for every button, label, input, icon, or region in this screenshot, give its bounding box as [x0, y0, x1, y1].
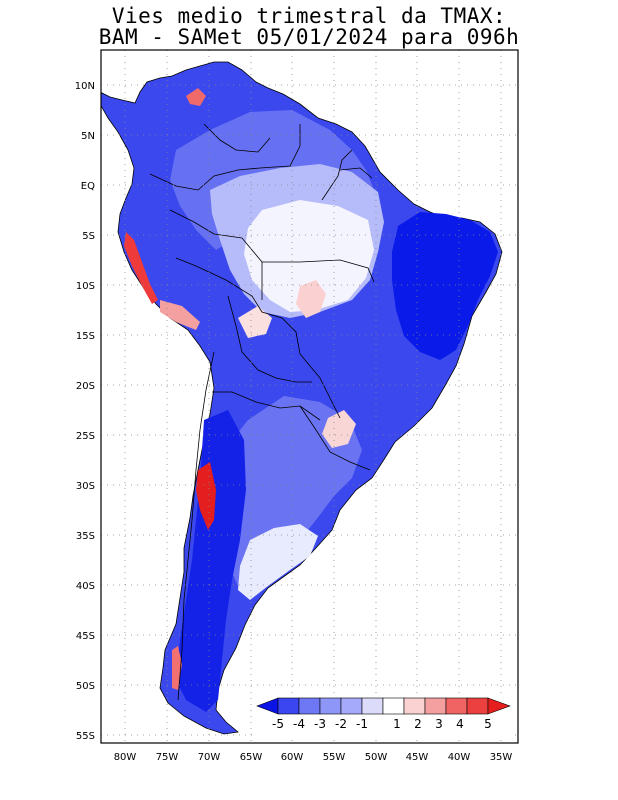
colorbar-label: 5 [484, 717, 492, 731]
colorbar-segment [277, 697, 300, 715]
colorbar-label: -1 [356, 717, 368, 731]
andes-warm-chile [196, 462, 216, 530]
lon-tick-label: 35W [490, 752, 513, 763]
colorbar-label: -4 [293, 717, 305, 731]
lat-tick-label: 15S [76, 331, 95, 342]
lat-tick-label: 30S [76, 481, 95, 492]
country-borders [149, 123, 375, 701]
andes-warm-peru [124, 232, 158, 304]
colorbar-segment [424, 697, 447, 715]
colorbar-segment [445, 697, 468, 715]
lon-tick-label: 65W [240, 752, 263, 763]
lon-tick-label: 55W [323, 752, 346, 763]
lat-tick-label: 10S [76, 281, 95, 292]
warm-patch-central [296, 280, 326, 318]
lat-tick-label: 5S [82, 231, 95, 242]
map-title-line-2: BAM - SAMet 05/01/2024 para 096h [98, 25, 520, 49]
colorbar-label: 2 [414, 717, 422, 731]
map-frame [100, 49, 519, 744]
lat-tick-label: 10N [75, 81, 95, 92]
lat-tick-label: 40S [76, 581, 95, 592]
map-title-line-1: Vies medio trimestral da TMAX: [111, 4, 507, 28]
lat-tick-label: 50S [76, 681, 95, 692]
lat-tick-label: 55S [76, 731, 95, 742]
colorbar-segment [466, 697, 489, 715]
colorbar-segment [340, 697, 363, 715]
lon-tick-label: 50W [365, 752, 388, 763]
colorbar-label: 4 [456, 717, 464, 731]
lat-tick-label: 25S [76, 431, 95, 442]
lat-tick-label: 5N [81, 131, 95, 142]
lon-tick-label: 75W [156, 752, 179, 763]
warm-patch-amazon [238, 306, 272, 338]
colorbar-label: -2 [335, 717, 347, 731]
colorbar-segment [487, 697, 511, 715]
colorbar-label: 3 [435, 717, 443, 731]
lat-tick-label: 45S [76, 631, 95, 642]
andes-warm-bolivia [160, 300, 200, 330]
strong-cold-northeast [392, 212, 498, 360]
colorbar-segment [319, 697, 342, 715]
lon-tick-label: 60W [281, 752, 304, 763]
lat-tick-label: 20S [76, 381, 95, 392]
colorbar-label: 1 [393, 717, 401, 731]
neutral-patagonia [238, 524, 318, 600]
colorbar-segment [382, 697, 405, 715]
colorbar: -5 -4 -3 -2 -1 1 2 3 4 5 [252, 693, 514, 737]
warm-patch-southeast [322, 410, 356, 448]
latitude-axis: 10N 5N EQ 5S 10S 15S 20S 25S 30S 35S 40S… [75, 81, 95, 742]
neutral-central [244, 200, 374, 312]
colorbar-segment [361, 697, 384, 715]
south-america-land [101, 61, 503, 735]
lon-tick-label: 40W [448, 752, 471, 763]
colorbar-label: -3 [314, 717, 326, 731]
colorbar-segment [403, 697, 426, 715]
andes-warm-colombia [186, 88, 206, 106]
lat-tick-label: EQ [81, 181, 95, 192]
colorbar-segment [298, 697, 321, 715]
longitude-axis: 80W 75W 70W 65W 60W 55W 50W 45W 40W 35W [114, 752, 513, 763]
strong-cold-southwest [176, 410, 246, 712]
lon-tick-label: 80W [114, 752, 137, 763]
lon-tick-label: 45W [406, 752, 429, 763]
colorbar-label: -5 [272, 717, 284, 731]
lon-tick-label: 70W [198, 752, 221, 763]
lat-tick-label: 35S [76, 531, 95, 542]
